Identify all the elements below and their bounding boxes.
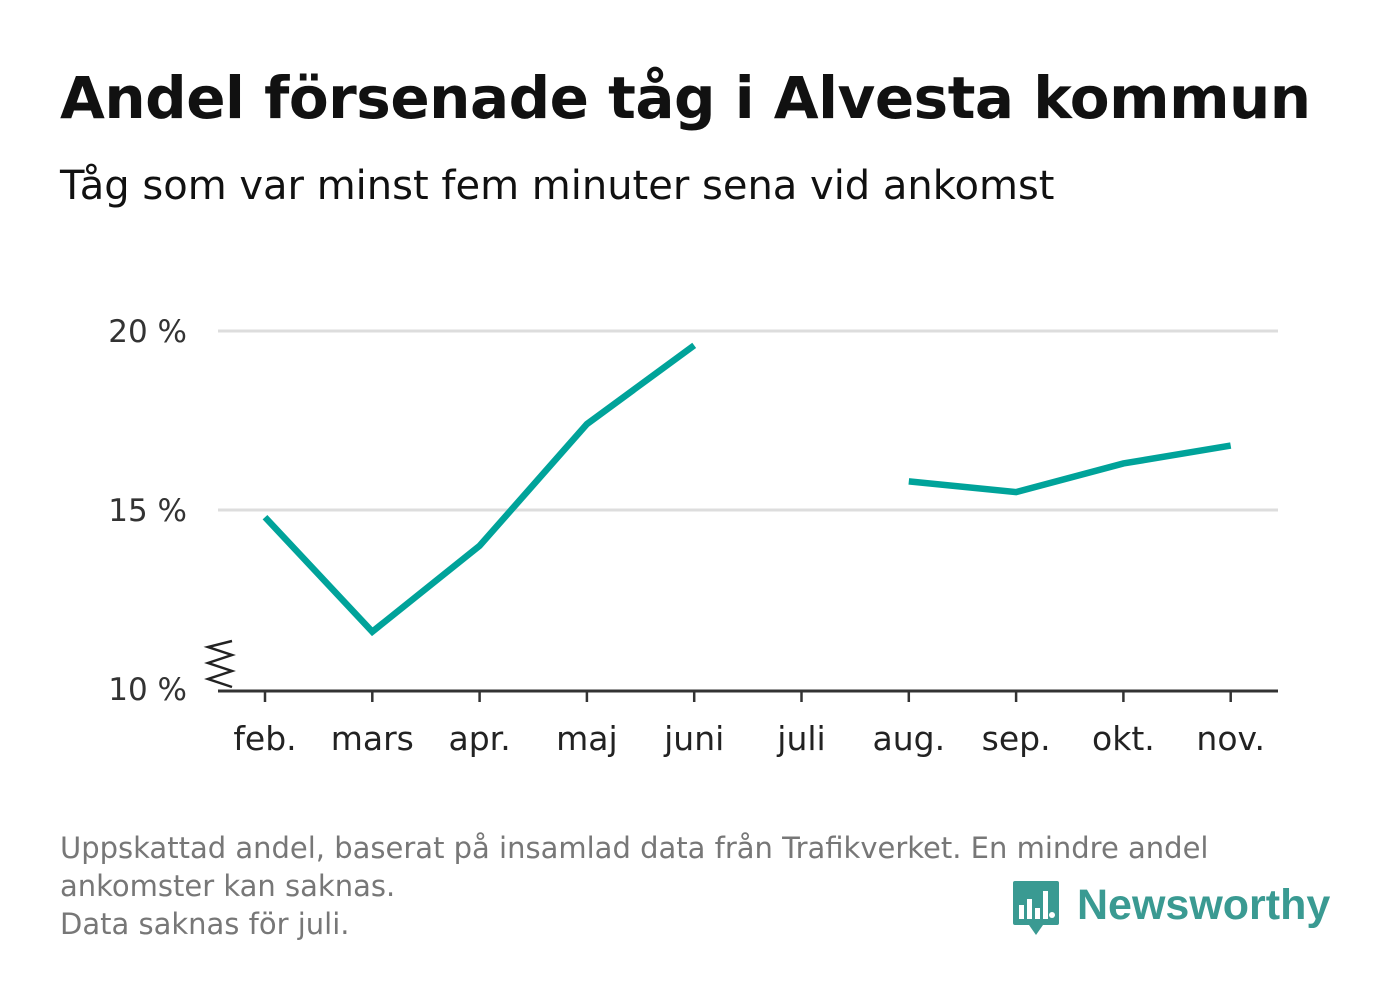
- y-tick-label: 20 %: [108, 314, 187, 350]
- axis-break-icon: [203, 639, 236, 689]
- y-axis-ticks: 10 % 15 % 20 %: [108, 314, 187, 708]
- footnote-line-1: Uppskattad andel, baserat på insamlad da…: [60, 831, 1209, 865]
- x-tick-label: feb.: [233, 719, 296, 758]
- footnote-line-2: ankomster kan saknas.: [60, 869, 396, 903]
- x-tick-label: sep.: [982, 719, 1051, 758]
- x-tick-label: juni: [663, 719, 724, 758]
- x-tick-label: maj: [556, 719, 618, 758]
- series-line-segment: [908, 442, 1232, 496]
- series-lines: [262, 342, 1232, 637]
- x-tick-label: apr.: [448, 719, 510, 758]
- x-axis-ticks: feb. mars apr. maj juni juli aug. sep. okt. nov.: [233, 692, 1265, 758]
- x-tick-label: mars: [331, 719, 414, 758]
- footnote: Uppskattad andel, baserat på insamlad da…: [60, 829, 1208, 943]
- chart-subtitle: Tåg som var minst fem minuter sena vid a…: [60, 163, 1055, 209]
- brand-name: Newsworthy: [1077, 880, 1331, 929]
- y-tick-label: 10 %: [108, 672, 187, 708]
- chart-title: Andel försenade tåg i Alvesta kommun: [60, 64, 1311, 132]
- x-tick-label: okt.: [1092, 719, 1155, 758]
- x-tick-label: nov.: [1196, 719, 1265, 758]
- x-tick-label: juli: [776, 719, 825, 758]
- bar-chart-speech-bubble-icon: [1013, 881, 1059, 935]
- y-tick-label: 15 %: [108, 493, 187, 529]
- brand-logo: Newsworthy: [1011, 879, 1330, 939]
- footnote-line-3: Data saknas för juli.: [60, 907, 350, 941]
- gridlines: [218, 329, 1278, 512]
- series-line-segment: [262, 342, 697, 637]
- x-tick-label: aug.: [873, 719, 946, 758]
